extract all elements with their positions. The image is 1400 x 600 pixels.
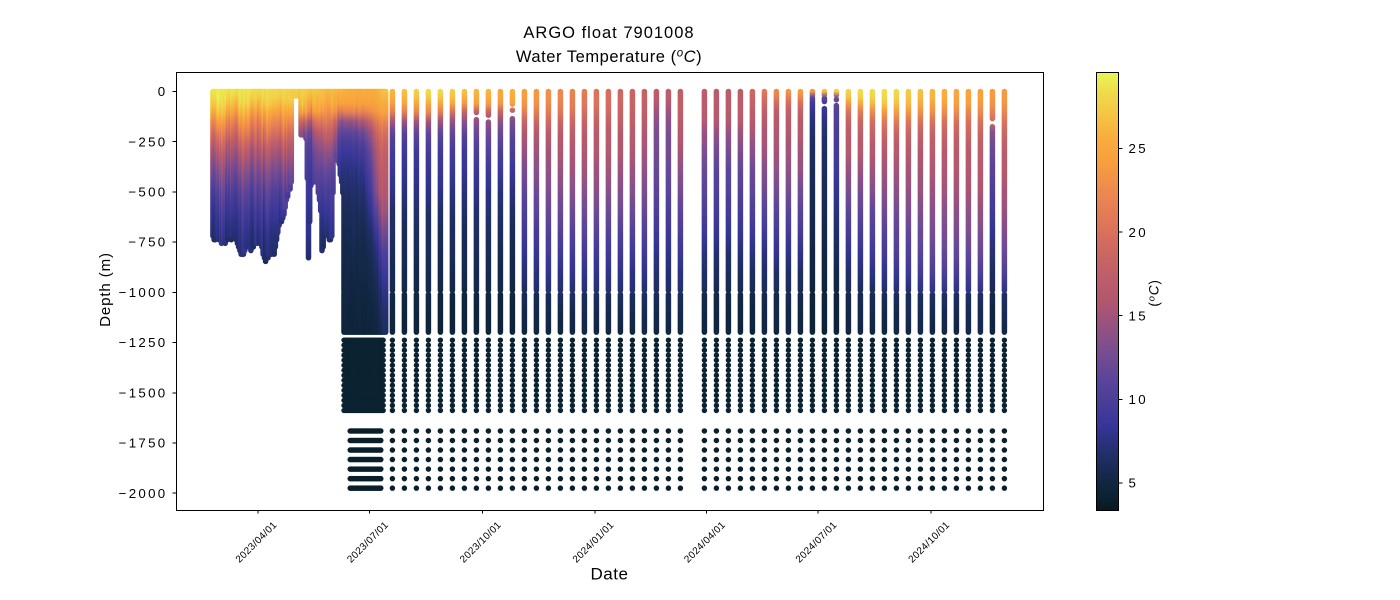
svg-text:25: 25 [1129,141,1148,156]
svg-text:ARGO float 7901008: ARGO float 7901008 [523,24,694,42]
svg-text:10: 10 [1129,392,1148,407]
svg-text:−1000: −1000 [119,285,168,300]
svg-text:Depth (m): Depth (m) [97,252,114,327]
svg-text:5: 5 [1129,476,1139,491]
svg-text:−1250: −1250 [119,335,168,350]
svg-text:−500: −500 [128,185,167,200]
svg-text:20: 20 [1129,225,1148,240]
svg-text:15: 15 [1129,308,1148,323]
svg-text:−1750: −1750 [119,436,168,451]
svg-text:0: 0 [158,84,168,99]
svg-text:−250: −250 [128,134,167,149]
svg-text:Water Temperature (oC): Water Temperature (oC) [516,47,702,66]
svg-text:(oC): (oC) [1146,279,1161,306]
svg-text:Date: Date [590,565,628,584]
svg-text:−2000: −2000 [119,486,168,501]
svg-text:−1500: −1500 [119,385,168,400]
svg-text:−750: −750 [128,235,167,250]
